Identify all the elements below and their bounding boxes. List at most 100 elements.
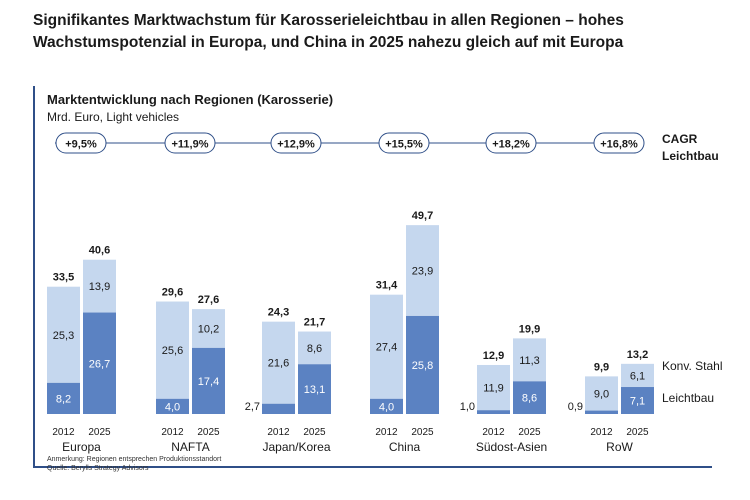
chart-unit: Mrd. Euro, Light vehicles (47, 110, 180, 124)
cagr-title-line-1: CAGR (662, 132, 698, 146)
label-konv-stahl-nafta-2012: 25,6 (162, 345, 183, 357)
cagr-title: CAGR Leichtbau (662, 131, 719, 165)
label-leichtbau-japan-korea-2025: 13,1 (304, 384, 325, 396)
bar-konv-stahl-nafta-2012 (156, 301, 189, 399)
bar-leichtbau-nafta-2025 (192, 347, 225, 414)
label-konv-stahl-europa-2012: 25,3 (53, 330, 74, 342)
bar-leichtbau-row-2025 (621, 387, 654, 414)
cagr-badge-europa (55, 132, 107, 154)
bar-konv-stahl-nafta-2025 (192, 309, 225, 348)
legend-leichtbau: Leichtbau (662, 391, 715, 405)
cagr-badge-nafta (164, 132, 216, 154)
label-konv-stahl-s-dost-asien-2025: 11,3 (519, 355, 540, 367)
label-leichtbau-china-2025: 25,8 (412, 360, 433, 372)
label-total-china-2025: 49,7 (412, 210, 433, 222)
label-leichtbau-china-2012: 4,0 (379, 401, 394, 413)
region-label-japan-korea: Japan/Korea (262, 440, 330, 454)
chart-title: Marktentwicklung nach Regionen (Karosser… (47, 92, 334, 107)
region-label-europa: Europa (62, 440, 101, 454)
region-label-nafta: NAFTA (171, 440, 209, 454)
region-label-row: RoW (606, 440, 633, 454)
bar-leichtbau-japan-korea-2012 (262, 403, 295, 414)
label-leichtbau-s-dost-asien-2025: 8,6 (522, 393, 537, 405)
bar-leichtbau-china-2025 (406, 315, 439, 414)
year-label-japan-korea-2025: 2025 (303, 427, 326, 438)
year-label-row-2012: 2012 (590, 427, 613, 438)
label-leichtbau-s-dost-asien-2012: 1,0 (460, 401, 475, 413)
label-total-japan-korea-2025: 21,7 (304, 317, 325, 329)
bar-konv-stahl-row-2012 (585, 376, 618, 411)
cagr-badge-china (378, 132, 430, 154)
bar-leichtbau-europa-2025 (83, 312, 116, 414)
cagr-value-nafta: +11,9% (171, 139, 208, 151)
footnote: Anmerkung: Regionen entsprechen Produkti… (47, 455, 221, 473)
year-label-europa-2025: 2025 (88, 427, 111, 438)
bar-leichtbau-europa-2012 (47, 382, 80, 414)
label-total-china-2012: 31,4 (376, 280, 398, 292)
cagr-title-line-2: Leichtbau (662, 149, 719, 163)
bar-konv-stahl-s-dost-asien-2025 (513, 338, 546, 382)
cagr-value-s-dost-asien: +18,2% (492, 139, 530, 151)
label-leichtbau-europa-2012: 8,2 (56, 393, 71, 405)
cagr-value-europa: +9,5% (65, 139, 97, 151)
label-leichtbau-nafta-2025: 17,4 (198, 376, 219, 388)
year-label-nafta-2012: 2012 (161, 427, 184, 438)
label-total-s-dost-asien-2012: 12,9 (483, 350, 504, 362)
region-label-china: China (389, 440, 421, 454)
headline: Signifikantes Marktwachstum für Karosser… (33, 12, 624, 51)
year-label-row-2025: 2025 (626, 427, 649, 438)
label-leichtbau-europa-2025: 26,7 (89, 358, 110, 370)
bar-konv-stahl-japan-korea-2012 (262, 321, 295, 404)
label-total-nafta-2012: 29,6 (162, 287, 183, 299)
bar-leichtbau-row-2012 (585, 410, 618, 414)
label-konv-stahl-japan-korea-2025: 8,6 (307, 343, 322, 355)
label-total-europa-2025: 40,6 (89, 245, 110, 257)
label-leichtbau-nafta-2012: 4,0 (165, 401, 180, 413)
label-total-row-2012: 9,9 (594, 361, 609, 373)
label-total-japan-korea-2012: 24,3 (268, 307, 289, 319)
cagr-value-china: +15,5% (385, 139, 423, 151)
bar-konv-stahl-china-2025 (406, 225, 439, 316)
year-label-s-dost-asien-2025: 2025 (518, 427, 541, 438)
label-konv-stahl-nafta-2025: 10,2 (198, 324, 219, 336)
cagr-badge-row (593, 132, 645, 154)
cagr-value-row: +16,8% (600, 139, 638, 151)
label-leichtbau-row-2025: 7,1 (630, 396, 645, 408)
label-leichtbau-row-2012: 0,9 (568, 401, 583, 413)
legend-konv-stahl: Konv. Stahl (662, 359, 723, 373)
cagr-badge-s-dost-asien (485, 132, 537, 154)
source-text: Quelle: Berylls Strategy Advisors (47, 465, 149, 472)
cagr-value-japan-korea: +12,9% (277, 139, 315, 151)
bar-leichtbau-s-dost-asien-2012 (477, 410, 510, 414)
bar-konv-stahl-europa-2012 (47, 286, 80, 383)
label-leichtbau-japan-korea-2012: 2,7 (245, 401, 260, 413)
bar-konv-stahl-china-2012 (370, 294, 403, 399)
label-total-europa-2012: 33,5 (53, 272, 74, 284)
bar-konv-stahl-japan-korea-2025 (298, 331, 331, 365)
bar-konv-stahl-row-2025 (621, 363, 654, 388)
bar-konv-stahl-s-dost-asien-2012 (477, 364, 510, 411)
label-konv-stahl-row-2012: 9,0 (594, 388, 609, 400)
note-text: Anmerkung: Regionen entsprechen Produkti… (47, 456, 222, 463)
label-total-row-2025: 13,2 (627, 349, 648, 361)
year-label-europa-2012: 2012 (52, 427, 75, 438)
bar-konv-stahl-europa-2025 (83, 259, 116, 313)
label-konv-stahl-china-2025: 23,9 (412, 266, 433, 278)
label-konv-stahl-japan-korea-2012: 21,6 (268, 358, 289, 370)
bar-leichtbau-nafta-2012 (156, 398, 189, 414)
year-label-s-dost-asien-2012: 2012 (482, 427, 505, 438)
year-label-japan-korea-2012: 2012 (267, 427, 290, 438)
year-label-china-2025: 2025 (411, 427, 434, 438)
bar-leichtbau-japan-korea-2025 (298, 364, 331, 414)
label-konv-stahl-europa-2025: 13,9 (89, 281, 110, 293)
bar-leichtbau-china-2012 (370, 398, 403, 414)
label-total-nafta-2025: 27,6 (198, 294, 219, 306)
bar-leichtbau-s-dost-asien-2025 (513, 381, 546, 414)
label-konv-stahl-row-2025: 6,1 (630, 370, 645, 382)
chart-frame (33, 86, 712, 468)
label-konv-stahl-s-dost-asien-2012: 11,9 (483, 383, 504, 395)
cagr-badge-japan-korea (270, 132, 322, 154)
label-total-s-dost-asien-2025: 19,9 (519, 323, 540, 335)
region-label-s-dost-asien: Südost-Asien (476, 440, 547, 454)
label-konv-stahl-china-2012: 27,4 (376, 342, 397, 354)
